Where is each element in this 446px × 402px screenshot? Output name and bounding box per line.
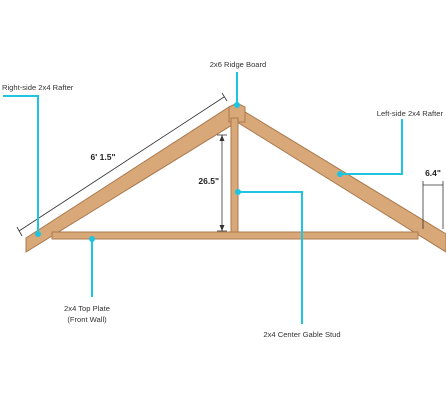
top-plate-callout-dot bbox=[89, 236, 95, 242]
center-stud-callout-dot bbox=[235, 189, 241, 195]
stud-height-label: 26.5" bbox=[198, 176, 219, 186]
left-rafter-label: Left-side 2x4 Rafter bbox=[377, 109, 444, 118]
center-stud-callout-line bbox=[238, 191, 303, 324]
center-stud-label: 2x4 Center Gable Stud bbox=[263, 330, 340, 339]
rafter-length-label: 6' 1.5" bbox=[91, 152, 116, 162]
ridge-callout-dot bbox=[234, 102, 240, 108]
top-plate bbox=[51, 231, 419, 240]
dimension-lines bbox=[16, 92, 444, 237]
truss-members bbox=[25, 102, 446, 253]
right-rafter-label: Right-side 2x4 Rafter bbox=[2, 83, 74, 92]
rafter-length-dim-tick-right bbox=[221, 92, 228, 102]
rafter-length-dim-line bbox=[18, 96, 225, 232]
stud-height-arrow-top bbox=[219, 135, 225, 141]
left-rafter-callout-dot bbox=[337, 171, 343, 177]
left-side-rafter bbox=[236, 106, 446, 253]
top-plate-label-line1: 2x4 Top Plate bbox=[64, 304, 110, 313]
rafter-length-dim-tick-left bbox=[16, 226, 23, 237]
overhang-label: 6.4" bbox=[425, 168, 441, 178]
stud-height-arrow-bottom bbox=[219, 225, 225, 231]
left-rafter-callout-line bbox=[340, 119, 403, 175]
ridge-board-label: 2x6 Ridge Board bbox=[210, 60, 267, 69]
top-plate-label-line2: (Front Wall) bbox=[67, 315, 107, 324]
callouts bbox=[3, 72, 403, 324]
right-rafter-callout-dot bbox=[35, 231, 41, 237]
callout-dots bbox=[35, 102, 343, 242]
right-rafter-callout-line bbox=[3, 95, 39, 232]
center-gable-stud bbox=[230, 117, 239, 234]
